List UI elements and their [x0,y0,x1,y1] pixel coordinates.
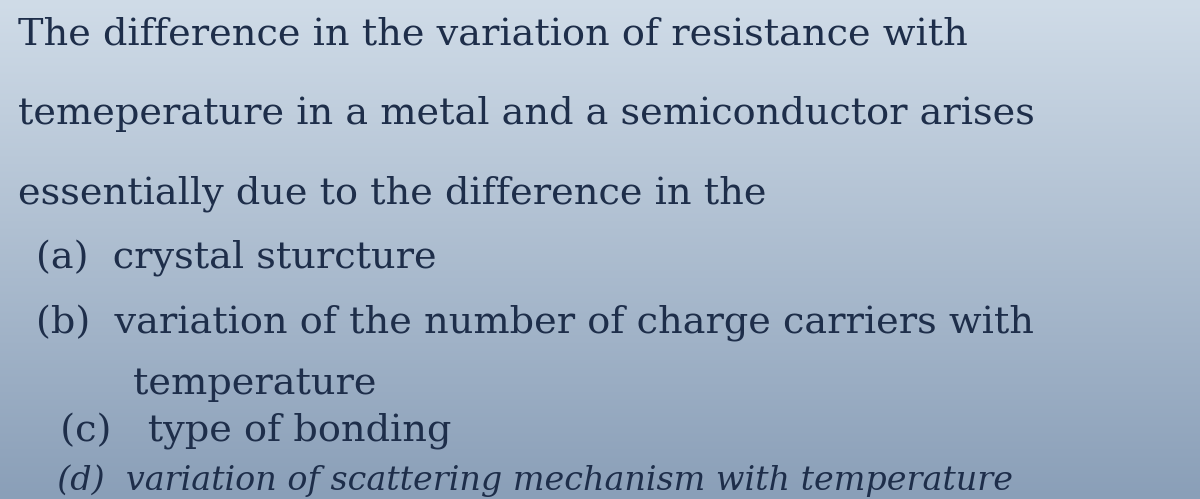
Text: temperature: temperature [36,366,377,402]
Text: The difference in the variation of resistance with: The difference in the variation of resis… [18,16,968,52]
Text: (c)   type of bonding: (c) type of bonding [36,413,451,450]
Text: (a)  crystal sturcture: (a) crystal sturcture [36,240,437,277]
Text: temeperature in a metal and a semiconductor arises: temeperature in a metal and a semiconduc… [18,96,1034,132]
Text: (d)  variation of scattering mechanism with temperature: (d) variation of scattering mechanism wi… [36,464,1013,497]
Text: essentially due to the difference in the: essentially due to the difference in the [18,176,767,212]
Text: (b)  variation of the number of charge carriers with: (b) variation of the number of charge ca… [36,305,1034,342]
